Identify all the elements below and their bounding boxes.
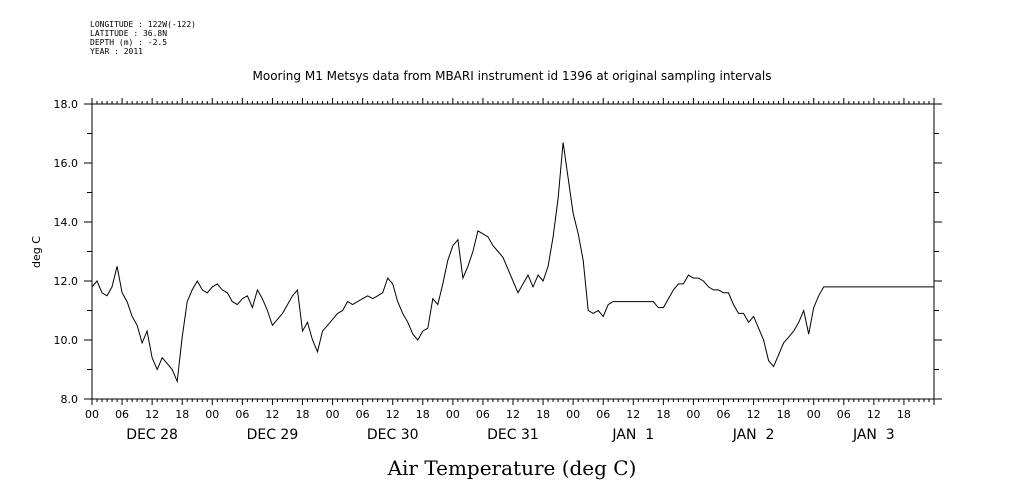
x-tick-label: 06 xyxy=(596,408,610,421)
x-tick-label: 18 xyxy=(416,408,430,421)
x-tick-label: 12 xyxy=(747,408,761,421)
x-tick-label: 00 xyxy=(326,408,340,421)
axis-ticks xyxy=(84,98,942,405)
x-tick-label: 12 xyxy=(265,408,279,421)
x-tick-label: 18 xyxy=(175,408,189,421)
y-axis-label: deg C xyxy=(30,236,43,268)
y-tick-labels: 8.0 10.0 12.0 14.0 16.0 18.0 xyxy=(54,98,79,406)
plot-frame xyxy=(91,103,935,400)
y-tick-label: 8.0 xyxy=(61,393,79,406)
x-tick-label: 18 xyxy=(536,408,550,421)
air-temperature-line xyxy=(91,142,934,384)
x-tick-label: 18 xyxy=(296,408,310,421)
x-tick-label: 12 xyxy=(145,408,159,421)
date-labels: DEC 28 DEC 29 DEC 30 DEC 31 JAN 1 JAN 2 JAN 3 xyxy=(126,427,894,443)
x-tick-label: 06 xyxy=(476,408,490,421)
x-tick-label: 06 xyxy=(115,408,129,421)
x-axis-label: Air Temperature (deg C) xyxy=(387,456,637,480)
x-tick-label: 18 xyxy=(897,408,911,421)
date-label: DEC 30 xyxy=(367,427,419,443)
date-label: DEC 29 xyxy=(247,427,299,443)
year-text: YEAR : 2011 xyxy=(90,47,143,56)
x-tick-label: 00 xyxy=(85,408,99,421)
longitude-text: LONGITUDE : 122W(-122) xyxy=(90,20,196,29)
x-tick-label: 12 xyxy=(867,408,881,421)
x-tick-label: 00 xyxy=(686,408,700,421)
x-tick-label: 06 xyxy=(235,408,249,421)
y-tick-label: 14.0 xyxy=(54,216,79,229)
latitude-text: LATITUDE : 36.8N xyxy=(90,29,168,38)
y-tick-label: 12.0 xyxy=(54,275,79,288)
x-tick-label: 00 xyxy=(205,408,219,421)
x-tick-label: 18 xyxy=(777,408,791,421)
depth-text: DEPTH (m) : -2.5 xyxy=(90,38,168,47)
chart-title: Mooring M1 Metsys data from MBARI instru… xyxy=(253,69,772,83)
metadata-block: LONGITUDE : 122W(-122) LATITUDE : 36.8N … xyxy=(90,20,196,56)
x-tick-label: 12 xyxy=(386,408,400,421)
x-tick-label: 00 xyxy=(566,408,580,421)
y-tick-label: 16.0 xyxy=(54,157,79,170)
date-label: JAN 2 xyxy=(732,427,775,443)
x-tick-label: 12 xyxy=(506,408,520,421)
date-label: DEC 28 xyxy=(126,427,178,443)
date-label: JAN 1 xyxy=(611,427,654,443)
x-tick-label: 06 xyxy=(837,408,851,421)
date-label: DEC 31 xyxy=(487,427,539,443)
y-tick-label: 18.0 xyxy=(54,98,79,111)
x-tick-labels: 00 06 12 18 00 06 12 18 00 06 12 18 00 06 12 18 00 06 12 18… xyxy=(85,408,911,421)
x-tick-label: 18 xyxy=(656,408,670,421)
x-tick-label: 00 xyxy=(807,408,821,421)
date-label: JAN 3 xyxy=(852,427,895,443)
y-tick-label: 10.0 xyxy=(54,334,79,347)
x-tick-label: 00 xyxy=(446,408,460,421)
x-tick-label: 12 xyxy=(626,408,640,421)
x-tick-label: 06 xyxy=(717,408,731,421)
x-tick-label: 06 xyxy=(356,408,370,421)
